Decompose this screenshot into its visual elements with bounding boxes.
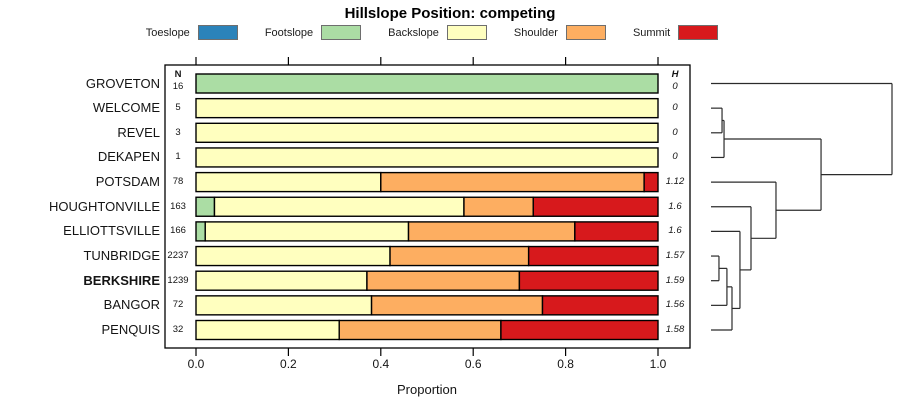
bar-segment-potsdam-backslope [195, 171, 382, 193]
bar-segment-houghtonville-backslope [213, 196, 465, 217]
h-column-header: H [671, 68, 679, 80]
bar-segment-houghtonville-footslope [195, 196, 216, 217]
n-value-penquis: 32 [172, 324, 184, 335]
n-value-potsdam: 78 [172, 176, 184, 188]
legend-item-toeslope: Toeslope [146, 25, 238, 40]
bar-segment-welcome-backslope [195, 97, 659, 119]
x-tick-label-0.2: 0.2 [280, 357, 297, 371]
bar-segment-bangor-shoulder [370, 295, 544, 316]
n-value-tunbridge: 2237 [167, 250, 189, 262]
row-label-welcome: WELCOME [92, 100, 160, 116]
bar-segment-potsdam-shoulder [380, 171, 645, 193]
h-value-revel: 0 [672, 126, 678, 138]
plot-frame [164, 64, 691, 349]
row-label-elliottsville: ELLIOTTSVILLE [63, 223, 160, 239]
n-value-welcome: 5 [175, 102, 181, 114]
n-value-revel: 3 [175, 126, 181, 138]
legend-label: Summit [632, 26, 671, 39]
bar-segment-dekapen-backslope [195, 147, 659, 168]
bar-segment-elliottsville-summit [574, 221, 659, 242]
bar-segment-berkshire-shoulder [366, 270, 521, 291]
dendrogram [711, 82, 893, 331]
bar-segment-elliottsville-backslope [204, 221, 410, 242]
h-value-elliottsville: 1.6 [668, 225, 682, 237]
x-tick-label-0.6: 0.6 [464, 357, 482, 371]
n-value-houghtonville: 163 [170, 200, 186, 212]
bar-segment-tunbridge-summit [527, 245, 659, 267]
bar-segment-houghtonville-summit [532, 196, 659, 217]
n-value-groveton: 16 [172, 80, 184, 92]
row-label-tunbridge: TUNBRIDGE [83, 248, 160, 264]
legend-swatch-backslope [446, 25, 487, 40]
h-value-bangor: 1.56 [665, 299, 685, 311]
bar-segment-bangor-backslope [195, 295, 373, 316]
bar-segment-berkshire-backslope [195, 270, 368, 291]
bar-segment-bangor-summit [541, 295, 659, 316]
bar-segment-groveton-footslope [195, 73, 659, 94]
h-value-groveton: 0 [672, 80, 678, 92]
legend-swatch-summit [678, 25, 719, 40]
legend: Toeslope Footslope Backslope Shoulder Summit [0, 25, 882, 40]
bar-segment-elliottsville-footslope [195, 221, 206, 242]
legend-label: Toeslope [145, 26, 190, 39]
h-value-penquis: 1.58 [665, 324, 685, 335]
x-tick-label-0.4: 0.4 [372, 357, 390, 371]
h-value-tunbridge: 1.57 [665, 250, 685, 262]
bar-segment-penquis-shoulder [338, 319, 502, 341]
n-value-dekapen: 1 [175, 151, 181, 163]
x-tick-label-1.0: 1.0 [649, 357, 667, 371]
bar-segment-penquis-backslope [195, 319, 340, 341]
h-value-houghtonville: 1.6 [668, 200, 682, 212]
row-label-berkshire: BERKSHIRE [83, 272, 160, 288]
row-label-dekapen: DEKAPEN [97, 149, 160, 165]
n-value-berkshire: 1239 [167, 274, 189, 286]
row-label-bangor: BANGOR [103, 297, 160, 313]
legend-label: Backslope [388, 26, 439, 39]
n-column-header: N [174, 68, 182, 80]
bar-segment-penquis-summit [500, 319, 659, 341]
h-value-welcome: 0 [672, 102, 678, 114]
chart-title: Hillslope Position: competing [344, 5, 556, 22]
row-label-potsdam: POTSDAM [95, 174, 160, 190]
row-label-groveton: GROVETON [85, 75, 160, 91]
row-label-revel: REVEL [117, 124, 160, 140]
x-tick-label-0.0: 0.0 [187, 357, 205, 371]
n-value-elliottsville: 166 [170, 225, 186, 237]
h-value-dekapen: 0 [672, 151, 678, 163]
legend-label: Footslope [264, 26, 314, 39]
legend-item-shoulder: Shoulder [514, 25, 606, 40]
legend-item-backslope: Backslope [388, 25, 487, 40]
legend-item-summit: Summit [632, 25, 719, 40]
x-tick-label-0.8: 0.8 [557, 357, 574, 371]
x-axis-title: Proportion [397, 382, 457, 397]
n-value-bangor: 72 [172, 299, 184, 311]
bar-segment-potsdam-summit [643, 171, 659, 193]
bar-segment-houghtonville-shoulder [463, 196, 534, 217]
row-label-penquis: PENQUIS [101, 322, 160, 337]
bar-segment-revel-backslope [195, 122, 659, 144]
bar-segment-tunbridge-backslope [195, 245, 391, 267]
bar-segment-berkshire-summit [518, 270, 659, 291]
bar-segment-elliottsville-shoulder [407, 221, 576, 242]
legend-swatch-footslope [321, 25, 362, 40]
legend-label: Shoulder [513, 26, 558, 39]
bar-segment-tunbridge-shoulder [389, 245, 530, 267]
legend-swatch-toeslope [197, 25, 238, 40]
legend-item-footslope: Footslope [264, 25, 362, 40]
h-value-berkshire: 1.59 [665, 274, 685, 286]
row-label-houghtonville: HOUGHTONVILLE [48, 198, 160, 214]
h-value-potsdam: 1.12 [665, 176, 685, 188]
legend-swatch-shoulder [565, 25, 606, 40]
